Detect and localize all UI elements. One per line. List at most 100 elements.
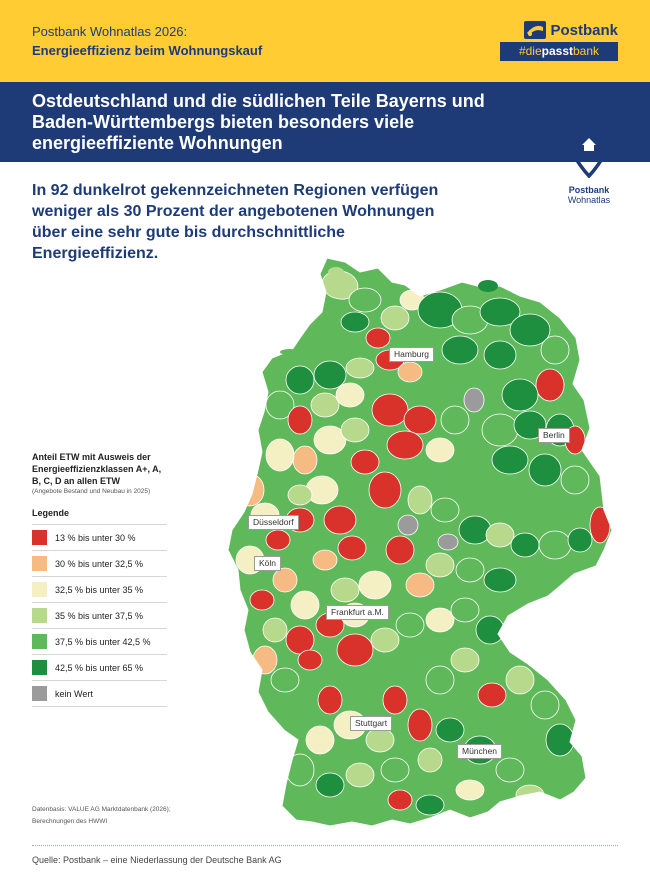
legend-item: 35 % bis unter 37,5 %: [32, 602, 167, 628]
brand-hashtag: #diepasstbank: [500, 42, 618, 61]
map-region: [310, 392, 340, 418]
map-regions: [228, 258, 612, 826]
map-region: [430, 497, 460, 523]
city-label-berlin: Berlin: [538, 428, 570, 443]
map-region: [567, 527, 593, 553]
map-region: [336, 633, 374, 667]
map-region: [315, 772, 345, 798]
city-label-hamburg: Hamburg: [389, 347, 434, 362]
header-series-title: Postbank Wohnatlas 2026:: [32, 24, 188, 39]
legend-swatch: [32, 582, 47, 597]
map-region: [340, 417, 370, 443]
map-region: [313, 360, 347, 390]
map-region: [501, 378, 539, 412]
map-region: [287, 405, 313, 435]
footer-divider: [32, 845, 618, 846]
map-region: [510, 532, 540, 558]
map-region: [262, 617, 288, 643]
map-region: [450, 597, 480, 623]
map-region: [405, 572, 435, 598]
map-region: [395, 612, 425, 638]
brand-name: Postbank: [550, 21, 618, 39]
map-region: [589, 506, 611, 544]
map-region: [515, 784, 545, 806]
footer-source: Quelle: Postbank – eine Niederlassung de…: [32, 855, 282, 865]
map-region: [313, 425, 347, 455]
legend-label: 42,5 % bis unter 65 %: [55, 662, 144, 673]
legend-item: kein Wert: [32, 680, 167, 707]
legend-label: 35 % bis unter 37,5 %: [55, 610, 144, 621]
map-region: [297, 649, 323, 671]
map-region: [528, 453, 562, 487]
map-region: [479, 297, 521, 327]
header-topic-title: Energieeffizienz beim Wohnungskauf: [32, 43, 263, 58]
map-region: [458, 515, 492, 545]
map-region: [425, 665, 455, 695]
wohnatlas-badge: Postbank Wohnatlas: [556, 124, 622, 205]
headline: Ostdeutschland und die südlichen Teile B…: [32, 91, 485, 153]
legend-swatch: [32, 608, 47, 623]
legend-item: 30 % bis unter 32,5 %: [32, 550, 167, 576]
house-pin-icon: [569, 124, 609, 179]
legend-title: Anteil ETW mit Ausweis der Energieeffizi…: [32, 452, 162, 486]
island-ruegen: [478, 280, 498, 292]
map-region: [417, 747, 443, 773]
map-region: [285, 365, 315, 395]
map-region: [370, 627, 400, 653]
map-region: [397, 514, 419, 536]
postbank-brand[interactable]: Postbank #diepasstbank: [500, 21, 618, 61]
postbank-horn-icon: [524, 21, 547, 39]
data-source-note: Datenbasis: VALUE AG Marktdatenbank (202…: [32, 806, 171, 825]
map-region: [425, 607, 455, 633]
legend-item: 32,5 % bis unter 35 %: [32, 576, 167, 602]
map-region: [509, 313, 551, 347]
map-region: [350, 449, 380, 475]
map-region: [345, 762, 375, 788]
legend-subtitle: (Angebote Bestand und Neubau in 2025): [32, 488, 151, 495]
map-region: [305, 725, 335, 755]
legend-item: 42,5 % bis unter 65 %: [32, 654, 167, 680]
map-region: [345, 357, 375, 379]
legend-swatch: [32, 660, 47, 675]
map-region: [437, 533, 459, 551]
map-region: [425, 437, 455, 463]
map-region: [509, 621, 531, 639]
map-region: [477, 682, 507, 708]
city-label-koeln: Köln: [254, 556, 282, 571]
legend-swatch: [32, 634, 47, 649]
map-region: [337, 535, 367, 561]
map-region: [292, 445, 318, 475]
map-region: [403, 405, 437, 435]
map-region: [538, 530, 572, 560]
map-region: [265, 438, 295, 472]
map-region: [265, 390, 295, 420]
map-region: [358, 570, 392, 600]
city-label-stuttgart: Stuttgart: [350, 716, 393, 731]
legend-item: 13 % bis unter 30 %: [32, 524, 167, 550]
map-region: [371, 393, 409, 427]
map-region: [450, 647, 480, 673]
map-region: [340, 311, 370, 333]
map-region: [323, 505, 357, 535]
map-region: [407, 485, 433, 515]
map-region: [455, 779, 485, 801]
map-region: [415, 794, 445, 816]
map-region: [540, 335, 570, 365]
legend-swatch: [32, 556, 47, 571]
legend-item: 37,5 % bis unter 42,5 %: [32, 628, 167, 654]
map-region: [312, 549, 338, 571]
map-region: [483, 567, 517, 593]
badge-line1: Postbank: [568, 185, 610, 195]
legend-rows: 13 % bis unter 30 % 30 % bis unter 32,5 %…: [32, 524, 167, 707]
map-region: [435, 717, 465, 743]
legend-swatch: [32, 686, 47, 701]
map-region: [368, 471, 402, 509]
map-region: [505, 665, 535, 695]
map-region: [545, 723, 575, 757]
map-region: [491, 445, 529, 475]
headline-banner: Ostdeutschland und die südlichen Teile B…: [0, 82, 650, 162]
legend-heading: Legende: [32, 508, 70, 518]
subheadline: In 92 dunkelrot gekennzeichneten Regione…: [32, 182, 439, 262]
island-sylt: [328, 267, 344, 277]
map-region: [365, 327, 391, 349]
